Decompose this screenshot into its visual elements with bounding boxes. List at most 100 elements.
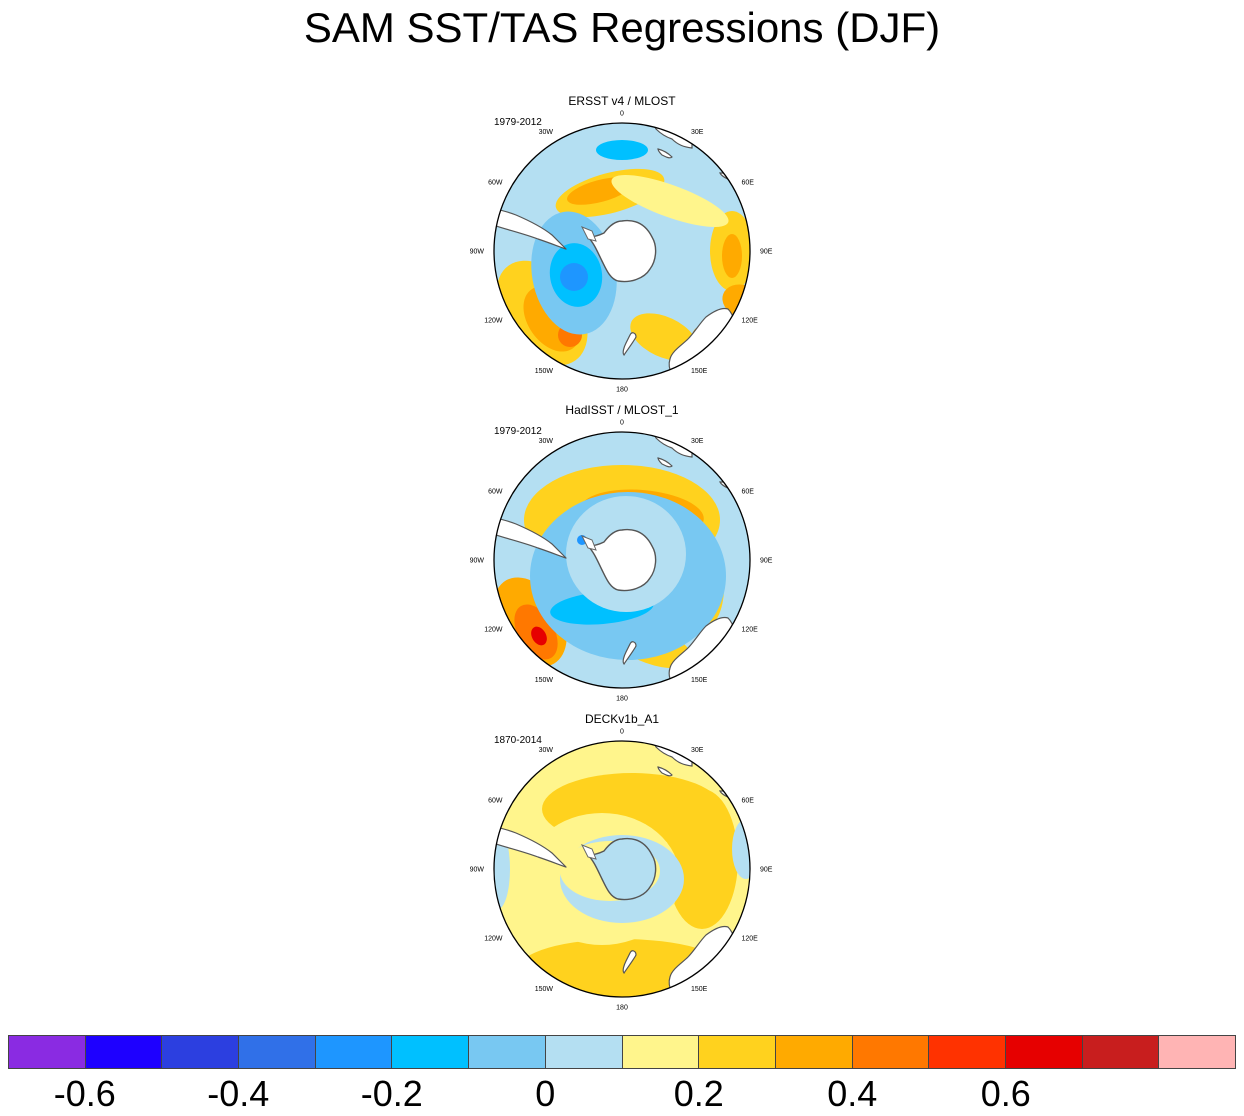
land-mask [622,641,637,665]
panel-title: DECKv1b_A1 [584,712,660,726]
land-mask [494,515,567,559]
colorbar-swatch [9,1036,86,1068]
figure-title: SAM SST/TAS Regressions (DJF) [303,4,941,51]
anomaly-contour [732,819,750,879]
colorbar-swatch [239,1036,316,1068]
land-mask [494,824,567,868]
colorbar-tick-label: 0.2 [673,1073,724,1114]
colorbar-swatch [545,1036,623,1068]
colorbar-swatch [699,1036,776,1068]
anomaly-contour [494,829,510,909]
longitude-label: 30W [539,129,554,136]
land-mask [657,457,673,468]
longitude-label: 60W [488,798,503,805]
longitude-label: 90E [760,558,773,565]
colorbar-swatch [1082,1036,1160,1068]
longitude-label: 120W [484,318,503,325]
longitude-label: 60E [742,489,755,496]
anomaly-contour [531,626,547,646]
longitude-label: 90E [760,249,773,256]
antarctica [586,528,657,592]
longitude-label: 0 [620,729,624,736]
colorbar-tick-label: 0.4 [827,1073,878,1114]
longitude-label: 60E [742,180,755,187]
longitude-label: 150E [691,368,708,375]
colorbar-swatch [1159,1036,1235,1068]
anomaly-field [494,432,750,688]
map-panel-hadisst: HadISST / MLOST_1 1979-2012 0 30E 60E 90E 12… [470,403,774,703]
colorbar-tick-label: 0.6 [980,1073,1031,1114]
longitude-label: 120W [484,936,503,943]
map-border [493,740,751,998]
colorbar-swatch [775,1036,853,1068]
land-mask [657,766,673,777]
anomaly-contour [722,234,742,278]
land-mask [494,206,567,250]
colorbar-swatch [622,1036,700,1068]
antarctic-peninsula [580,535,597,551]
longitude-label: 0 [620,111,624,118]
anomaly-contour [611,175,729,227]
longitude-label: 0 [620,420,624,427]
colorbar-tick-label: -0.2 [360,1073,423,1114]
longitude-label: 150E [691,677,708,684]
colorbar-labels: -0.6 -0.4 -0.2 0 0.2 0.4 0.6 [0,1074,1244,1116]
colorbar-swatch [852,1036,930,1068]
panel-period: 1979-2012 [494,426,542,437]
longitude-label: 120E [742,318,759,325]
colorbar-swatch [929,1036,1006,1068]
antarctic-peninsula [580,226,597,242]
map-disc: 0 30E 60E 90E 120E 150E 180 150W 120W 90W 60W 30W [470,420,773,703]
anomaly-contour [560,263,588,291]
land-mask [657,148,673,159]
colorbar-tick-label: -0.4 [207,1073,270,1114]
longitude-label: 150E [691,986,708,993]
anomaly-contour [666,789,738,929]
longitude-label: 30W [539,438,554,445]
panel-period: 1979-2012 [494,117,542,128]
map-disc: 0 30E 60E 90E 120E 150E 180 150W 120W 90W 60W 30W [470,729,773,1012]
longitude-label: 30E [691,129,704,136]
panel-title: ERSST v4 / MLOST [568,94,676,108]
longitude-label: 30W [539,747,554,754]
map-panel-deck: DECKv1b_A1 1870-2014 0 30E 60E 90E 120E 150E 1… [470,712,774,1012]
panel-title: HadISST / MLOST_1 [565,403,679,417]
anomaly-field [494,741,750,997]
anomaly-contour [596,140,648,160]
longitude-label: 90W [470,558,484,565]
longitude-label: 90W [470,249,484,256]
longitude-label: 120E [742,936,759,943]
map-border [493,122,751,380]
colorbar [8,1035,1236,1069]
longitude-label: 180 [616,1005,628,1012]
longitude-label: 30E [691,438,704,445]
longitude-label: 150W [535,368,554,375]
polar-map-ersst: 0 30E 60E 90E 120E 150E 180 150W 120W 90W 60W 30W [470,111,773,394]
antarctica [586,837,657,901]
colorbar-swatch [1005,1036,1083,1068]
longitude-label: 150W [535,677,554,684]
longitude-label: 90W [470,867,484,874]
longitude-label: 150W [535,986,554,993]
colorbar-swatch [162,1036,240,1068]
map-disc: 0 30E 60E 90E 120E 150E 180 150W 120W 90W 60W 30W [470,111,773,394]
antarctica [586,219,657,283]
longitude-label: 60W [488,489,503,496]
polar-map-hadisst: 0 30E 60E 90E 120E 150E 180 150W 120W 90W 60W 30W [470,420,773,703]
longitude-label: 30E [691,747,704,754]
map-border [493,431,751,689]
map-panel-ersst: ERSST v4 / MLOST 1979-2012 0 30E 60E 90E 120… [470,94,774,394]
longitude-label: 90E [760,867,773,874]
colorbar-tick-label: 0 [535,1073,556,1114]
anomaly-field [494,123,750,379]
longitude-label: 60E [742,798,755,805]
longitude-label: 120W [484,627,503,634]
colorbar-tick-label: -0.6 [53,1073,116,1114]
colorbar-swatch [85,1036,163,1068]
colorbar-swatch [392,1036,470,1068]
colorbar-swatch [469,1036,546,1068]
polar-map-deck: 0 30E 60E 90E 120E 150E 180 150W 120W 90W 60W 30W [470,729,773,1012]
longitude-label: 60W [488,180,503,187]
longitude-label: 120E [742,627,759,634]
land-mask [622,950,637,974]
